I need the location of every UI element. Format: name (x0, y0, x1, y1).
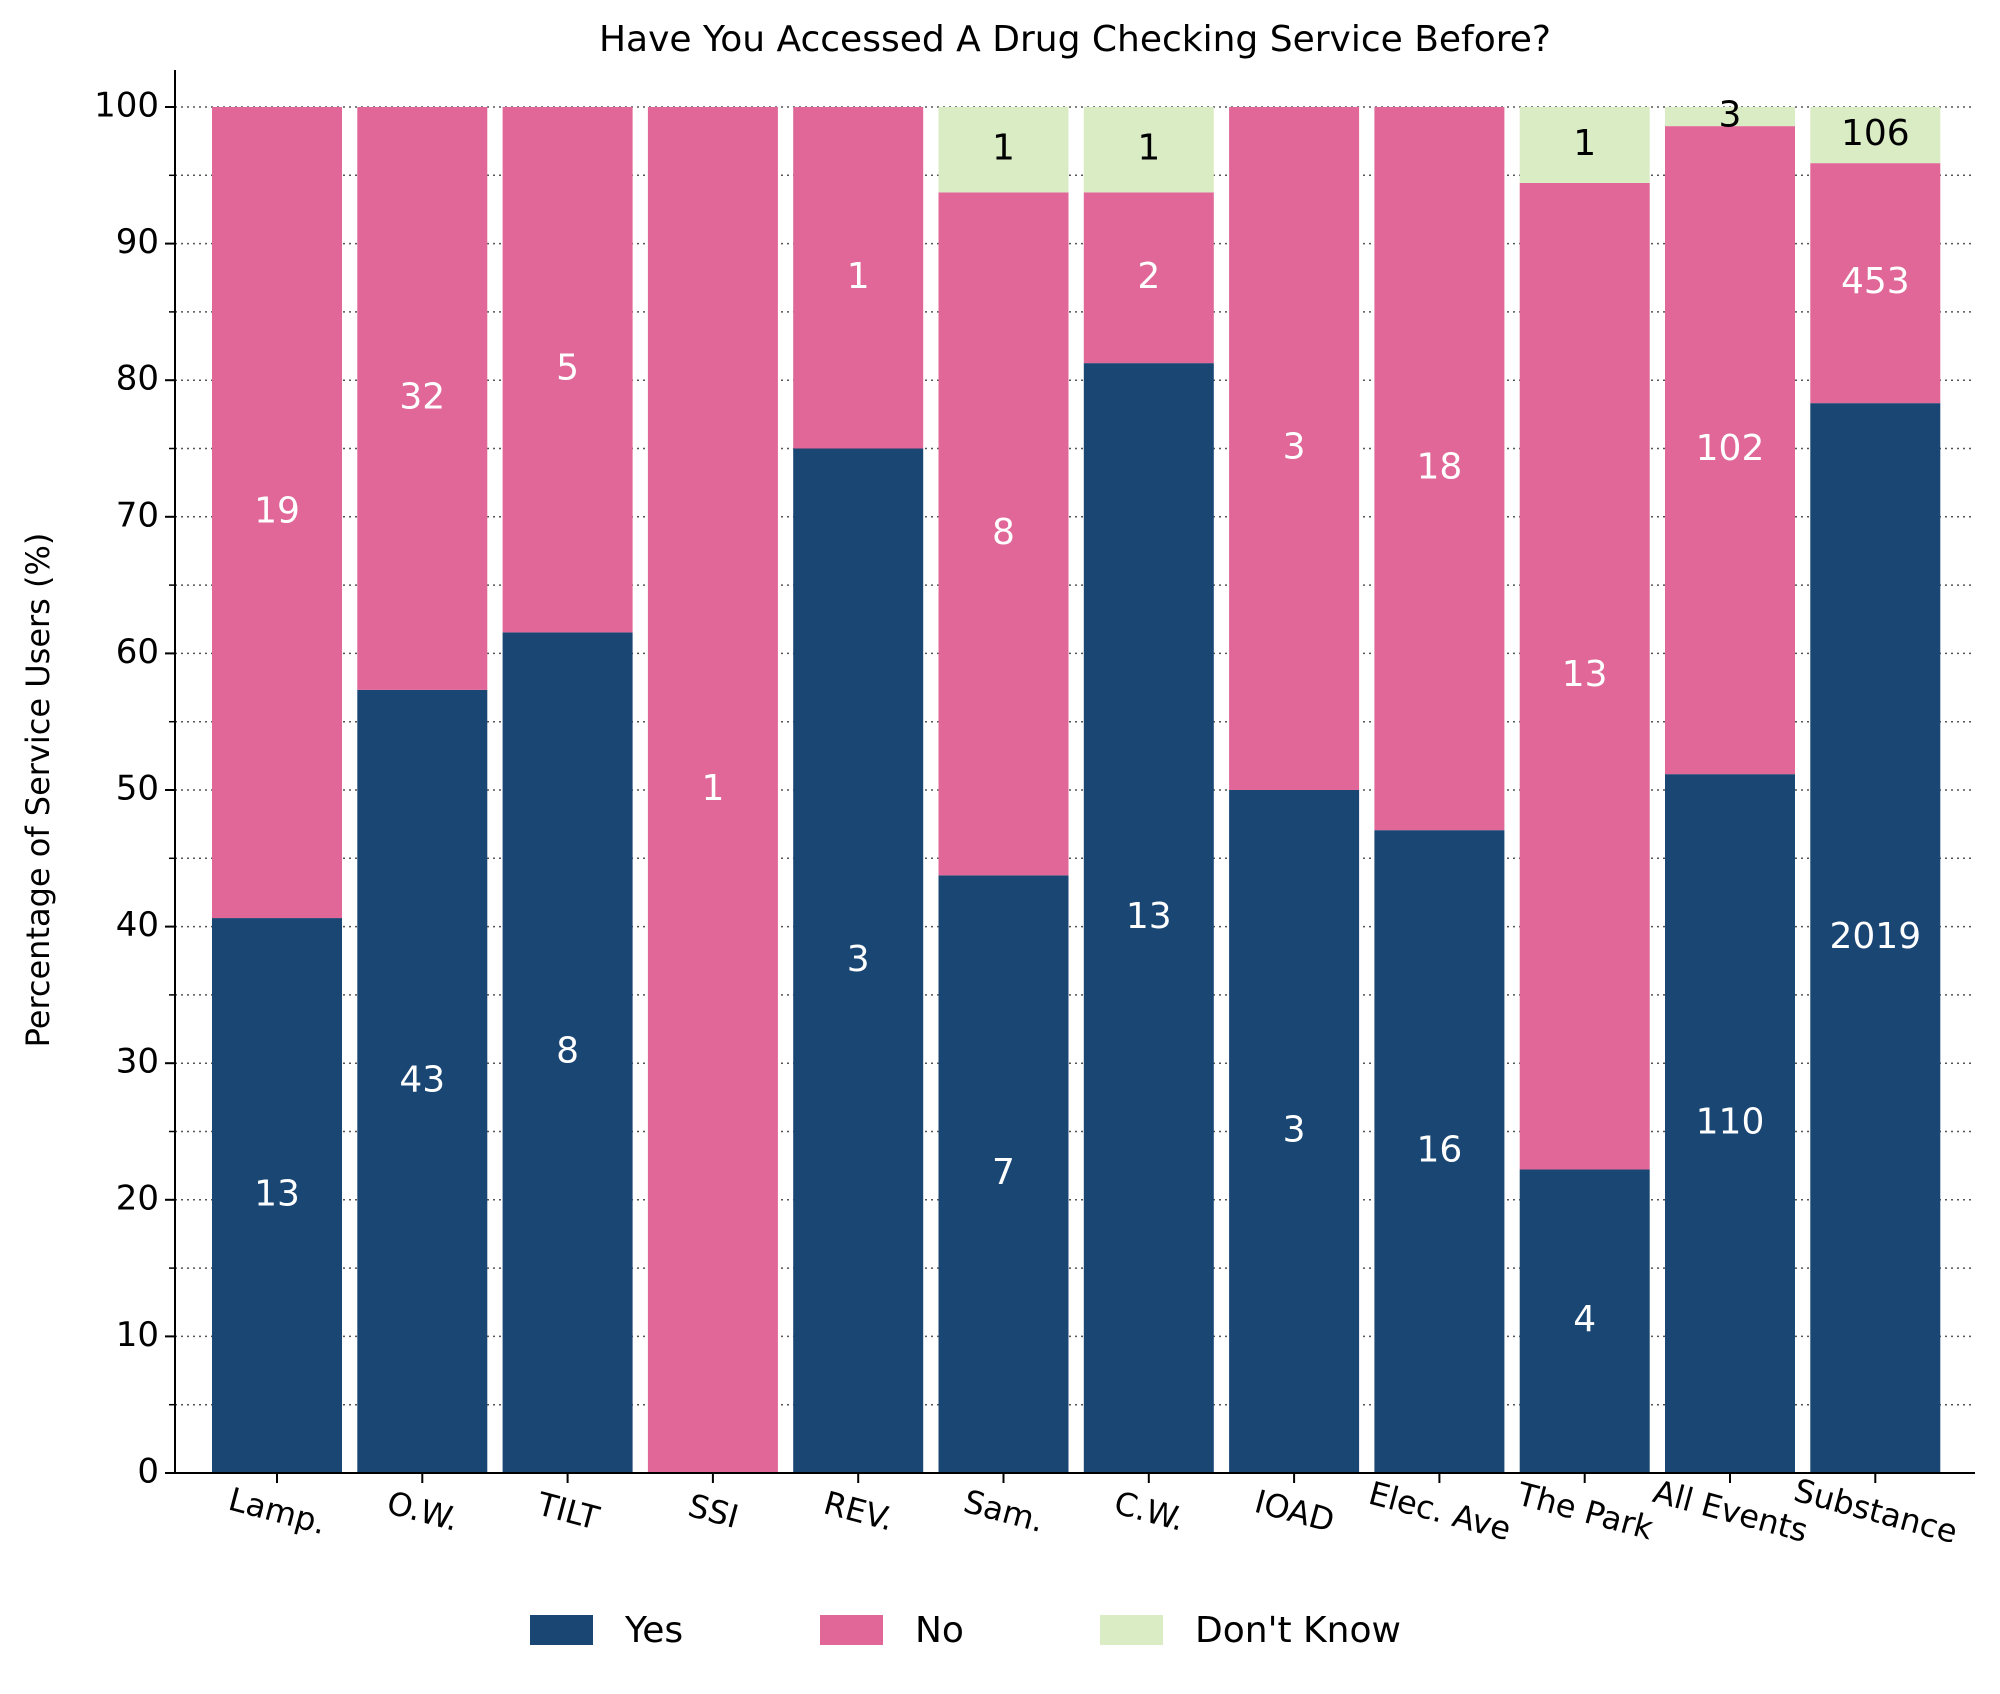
data-label: 1 (701, 768, 724, 809)
bar-segment (1519, 107, 1650, 183)
data-label: 19 (254, 491, 300, 532)
bar-segment (502, 107, 633, 633)
bar-segment (212, 107, 342, 919)
data-label: 7 (992, 1152, 1015, 1193)
bar-segment (938, 875, 1069, 1473)
bar-segment (357, 107, 488, 690)
y-tick-label: 70 (116, 495, 159, 535)
bar-segment (1519, 182, 1650, 1170)
data-label: 3 (1719, 95, 1742, 136)
y-tick-label: 30 (116, 1042, 159, 1082)
y-tick-label: 60 (116, 632, 159, 672)
data-label: 8 (556, 1031, 579, 1072)
bar-segment (1229, 790, 1360, 1473)
data-label: 13 (1126, 896, 1172, 937)
data-label: 453 (1841, 261, 1910, 302)
data-label: 3 (1283, 427, 1306, 468)
data-label: 18 (1416, 447, 1462, 488)
bar-segment (1665, 126, 1795, 775)
x-tick-label: TILT (532, 1484, 603, 1537)
legend-label: No (915, 1610, 964, 1651)
bar-segment (1083, 192, 1214, 364)
legend-swatch (1100, 1615, 1163, 1645)
x-tick-label: SSI (684, 1486, 742, 1536)
legend-swatch (820, 1615, 883, 1645)
x-tick-label: O.W. (383, 1483, 463, 1538)
y-tick-label: 50 (116, 769, 159, 809)
x-tick-label: Elec. Ave (1365, 1474, 1515, 1548)
data-label: 5 (556, 348, 579, 389)
bar-segment (357, 689, 488, 1473)
bar-segment (647, 107, 778, 1473)
y-tick-label: 80 (116, 359, 159, 399)
y-tick-label: 40 (116, 905, 159, 945)
y-tick-label: 10 (116, 1315, 159, 1355)
bar-segment (938, 107, 1069, 193)
bar-segment (212, 918, 342, 1473)
data-label: 43 (399, 1059, 445, 1100)
chart-title: Have You Accessed A Drug Checking Servic… (599, 19, 1551, 60)
x-tick-label: IOAD (1251, 1482, 1339, 1540)
data-label: 2019 (1829, 916, 1921, 957)
bar-segment (1083, 107, 1214, 193)
x-tick-label: The Park (1512, 1474, 1657, 1547)
data-label: 1 (1137, 128, 1160, 169)
data-label: 1 (1573, 123, 1596, 164)
bar-segment (1810, 163, 1941, 404)
data-label: 110 (1696, 1102, 1765, 1143)
bar-segment (1374, 830, 1505, 1473)
x-tick-label: REV. (820, 1484, 898, 1539)
bar-segment (1665, 774, 1795, 1473)
bar-segment (793, 107, 924, 449)
data-label: 3 (1283, 1110, 1306, 1151)
legend-label: Yes (624, 1610, 683, 1651)
y-tick-label: 20 (116, 1178, 159, 1218)
data-label: 8 (992, 512, 1015, 553)
data-label: 16 (1416, 1130, 1462, 1171)
x-tick-label: Substance (1790, 1471, 1961, 1551)
bar-segment (938, 192, 1069, 876)
y-tick-label: 0 (137, 1452, 159, 1492)
bar-segment (1810, 403, 1941, 1473)
bar-segment (1083, 363, 1214, 1473)
data-label: 1 (847, 256, 870, 297)
bar-segment (1810, 107, 1941, 164)
x-tick-label: Lamp. (225, 1480, 331, 1542)
bar-segment (1229, 107, 1360, 790)
y-tick-label: 100 (94, 86, 159, 126)
x-tick-label: C.W. (1110, 1484, 1188, 1539)
bar-segment (1665, 107, 1795, 127)
bar-segment (1519, 1169, 1650, 1473)
bar-segment (502, 632, 633, 1473)
data-label: 1 (992, 128, 1015, 169)
data-label: 13 (1562, 654, 1608, 695)
y-tick-label: 90 (116, 222, 159, 262)
x-tick-label: All Events (1649, 1472, 1812, 1550)
data-label: 32 (399, 376, 445, 417)
x-tick-label: Sam. (960, 1482, 1048, 1540)
data-label: 102 (1696, 428, 1765, 469)
y-axis-label: Percentage of Service Users (%) (19, 533, 57, 1048)
data-label: 2 (1137, 256, 1160, 297)
data-label: 106 (1841, 113, 1910, 154)
legend-swatch (530, 1615, 593, 1645)
legend-label: Don't Know (1195, 1610, 1401, 1651)
data-label: 3 (847, 939, 870, 980)
bar-segment (793, 448, 924, 1473)
bar-segment (1374, 107, 1505, 831)
data-label: 13 (254, 1174, 300, 1215)
data-label: 4 (1573, 1299, 1596, 1340)
